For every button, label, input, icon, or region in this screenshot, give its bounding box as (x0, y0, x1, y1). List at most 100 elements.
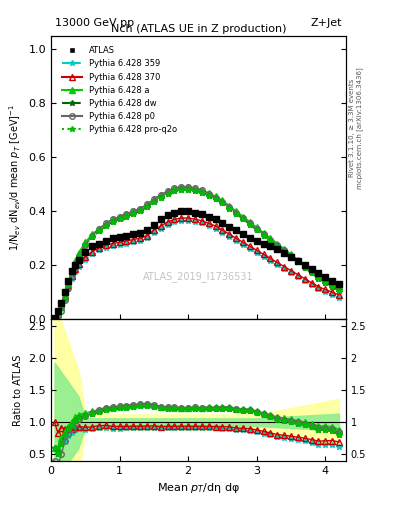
Pythia 6.428 370 (104, 242, 108, 248)
ATLAS (234, 227, 239, 233)
ATLAS (268, 243, 273, 249)
Pythia 6.428 370 (69, 273, 74, 279)
Pythia 6.428 359 (66, 286, 71, 292)
Pythia 6.428 dw (66, 282, 71, 288)
Pythia 6.428 370 (110, 241, 115, 247)
Pythia 6.428 a (282, 246, 286, 252)
Pythia 6.428 p0 (241, 215, 245, 221)
Pythia 6.428 370 (193, 216, 197, 222)
Pythia 6.428 a (227, 203, 231, 209)
Pythia 6.428 370 (165, 219, 170, 225)
Line: Pythia 6.428 pro-q2o: Pythia 6.428 pro-q2o (52, 187, 342, 321)
Pythia 6.428 359 (158, 226, 163, 232)
Pythia 6.428 p0 (152, 196, 156, 202)
Pythia 6.428 a (52, 315, 57, 322)
Pythia 6.428 pro-q2o (97, 228, 101, 234)
Pythia 6.428 dw (52, 315, 57, 322)
ATLAS (83, 249, 88, 255)
Pythia 6.428 370 (124, 238, 129, 244)
Pythia 6.428 p0 (254, 226, 259, 232)
Pythia 6.428 359 (52, 315, 57, 322)
Pythia 6.428 a (124, 211, 129, 217)
Pythia 6.428 359 (241, 242, 245, 248)
Pythia 6.428 pro-q2o (206, 193, 211, 199)
Pythia 6.428 359 (309, 282, 314, 288)
Pythia 6.428 p0 (309, 269, 314, 275)
Pythia 6.428 pro-q2o (55, 312, 60, 318)
ATLAS (131, 231, 136, 237)
Pythia 6.428 dw (104, 223, 108, 229)
Pythia 6.428 pro-q2o (165, 190, 170, 197)
Pythia 6.428 dw (248, 222, 252, 228)
Pythia 6.428 370 (117, 239, 122, 245)
Pythia 6.428 359 (97, 247, 101, 253)
Pythia 6.428 370 (309, 280, 314, 286)
ATLAS (110, 235, 115, 241)
Pythia 6.428 p0 (234, 209, 239, 216)
Pythia 6.428 359 (302, 279, 307, 285)
Pythia 6.428 370 (145, 232, 149, 239)
Pythia 6.428 a (131, 208, 136, 215)
ATLAS (69, 267, 74, 273)
ATLAS (323, 274, 328, 281)
Line: Pythia 6.428 359: Pythia 6.428 359 (52, 218, 342, 321)
Pythia 6.428 370 (282, 264, 286, 270)
Pythia 6.428 370 (90, 249, 95, 255)
Pythia 6.428 p0 (275, 242, 280, 248)
Pythia 6.428 370 (330, 289, 334, 295)
Pythia 6.428 359 (254, 250, 259, 256)
Pythia 6.428 dw (337, 288, 342, 294)
Pythia 6.428 pro-q2o (52, 315, 57, 322)
Pythia 6.428 a (206, 190, 211, 196)
Pythia 6.428 a (200, 187, 204, 193)
Line: Pythia 6.428 p0: Pythia 6.428 p0 (52, 184, 342, 322)
Pythia 6.428 a (172, 185, 177, 191)
Pythia 6.428 370 (55, 309, 60, 315)
ATLAS (248, 235, 252, 241)
Pythia 6.428 pro-q2o (193, 188, 197, 194)
Pythia 6.428 a (73, 258, 77, 264)
Pythia 6.428 p0 (193, 185, 197, 191)
Pythia 6.428 359 (193, 219, 197, 225)
Pythia 6.428 dw (275, 243, 280, 249)
Pythia 6.428 359 (330, 292, 334, 298)
Pythia 6.428 359 (124, 241, 129, 247)
Pythia 6.428 359 (275, 262, 280, 268)
Pythia 6.428 359 (220, 230, 225, 236)
Pythia 6.428 p0 (158, 192, 163, 198)
ATLAS (186, 208, 191, 215)
Pythia 6.428 370 (83, 254, 88, 260)
Pythia 6.428 p0 (145, 201, 149, 207)
Pythia 6.428 359 (186, 218, 191, 224)
Pythia 6.428 p0 (117, 214, 122, 220)
Y-axis label: Ratio to ATLAS: Ratio to ATLAS (13, 354, 23, 425)
Pythia 6.428 p0 (172, 185, 177, 191)
Pythia 6.428 dw (268, 238, 273, 244)
Pythia 6.428 a (55, 311, 60, 317)
ATLAS (55, 308, 60, 314)
Pythia 6.428 dw (282, 249, 286, 255)
ATLAS (62, 289, 67, 295)
Pythia 6.428 dw (323, 280, 328, 286)
Pythia 6.428 dw (131, 211, 136, 217)
Pythia 6.428 a (62, 293, 67, 300)
ATLAS (275, 246, 280, 252)
Pythia 6.428 p0 (330, 282, 334, 288)
Pythia 6.428 p0 (220, 199, 225, 205)
Pythia 6.428 a (117, 214, 122, 220)
Pythia 6.428 370 (62, 292, 67, 298)
Pythia 6.428 pro-q2o (104, 223, 108, 229)
Pythia 6.428 dw (97, 228, 101, 234)
Pythia 6.428 a (337, 285, 342, 291)
Pythia 6.428 p0 (282, 247, 286, 253)
Pythia 6.428 dw (179, 186, 184, 193)
Pythia 6.428 370 (337, 292, 342, 298)
Pythia 6.428 dw (83, 242, 88, 248)
Pythia 6.428 dw (254, 227, 259, 233)
Pythia 6.428 359 (261, 254, 266, 260)
Pythia 6.428 p0 (296, 258, 300, 264)
Pythia 6.428 370 (206, 220, 211, 226)
Pythia 6.428 a (254, 224, 259, 230)
Pythia 6.428 dw (158, 195, 163, 201)
Pythia 6.428 370 (316, 284, 321, 290)
